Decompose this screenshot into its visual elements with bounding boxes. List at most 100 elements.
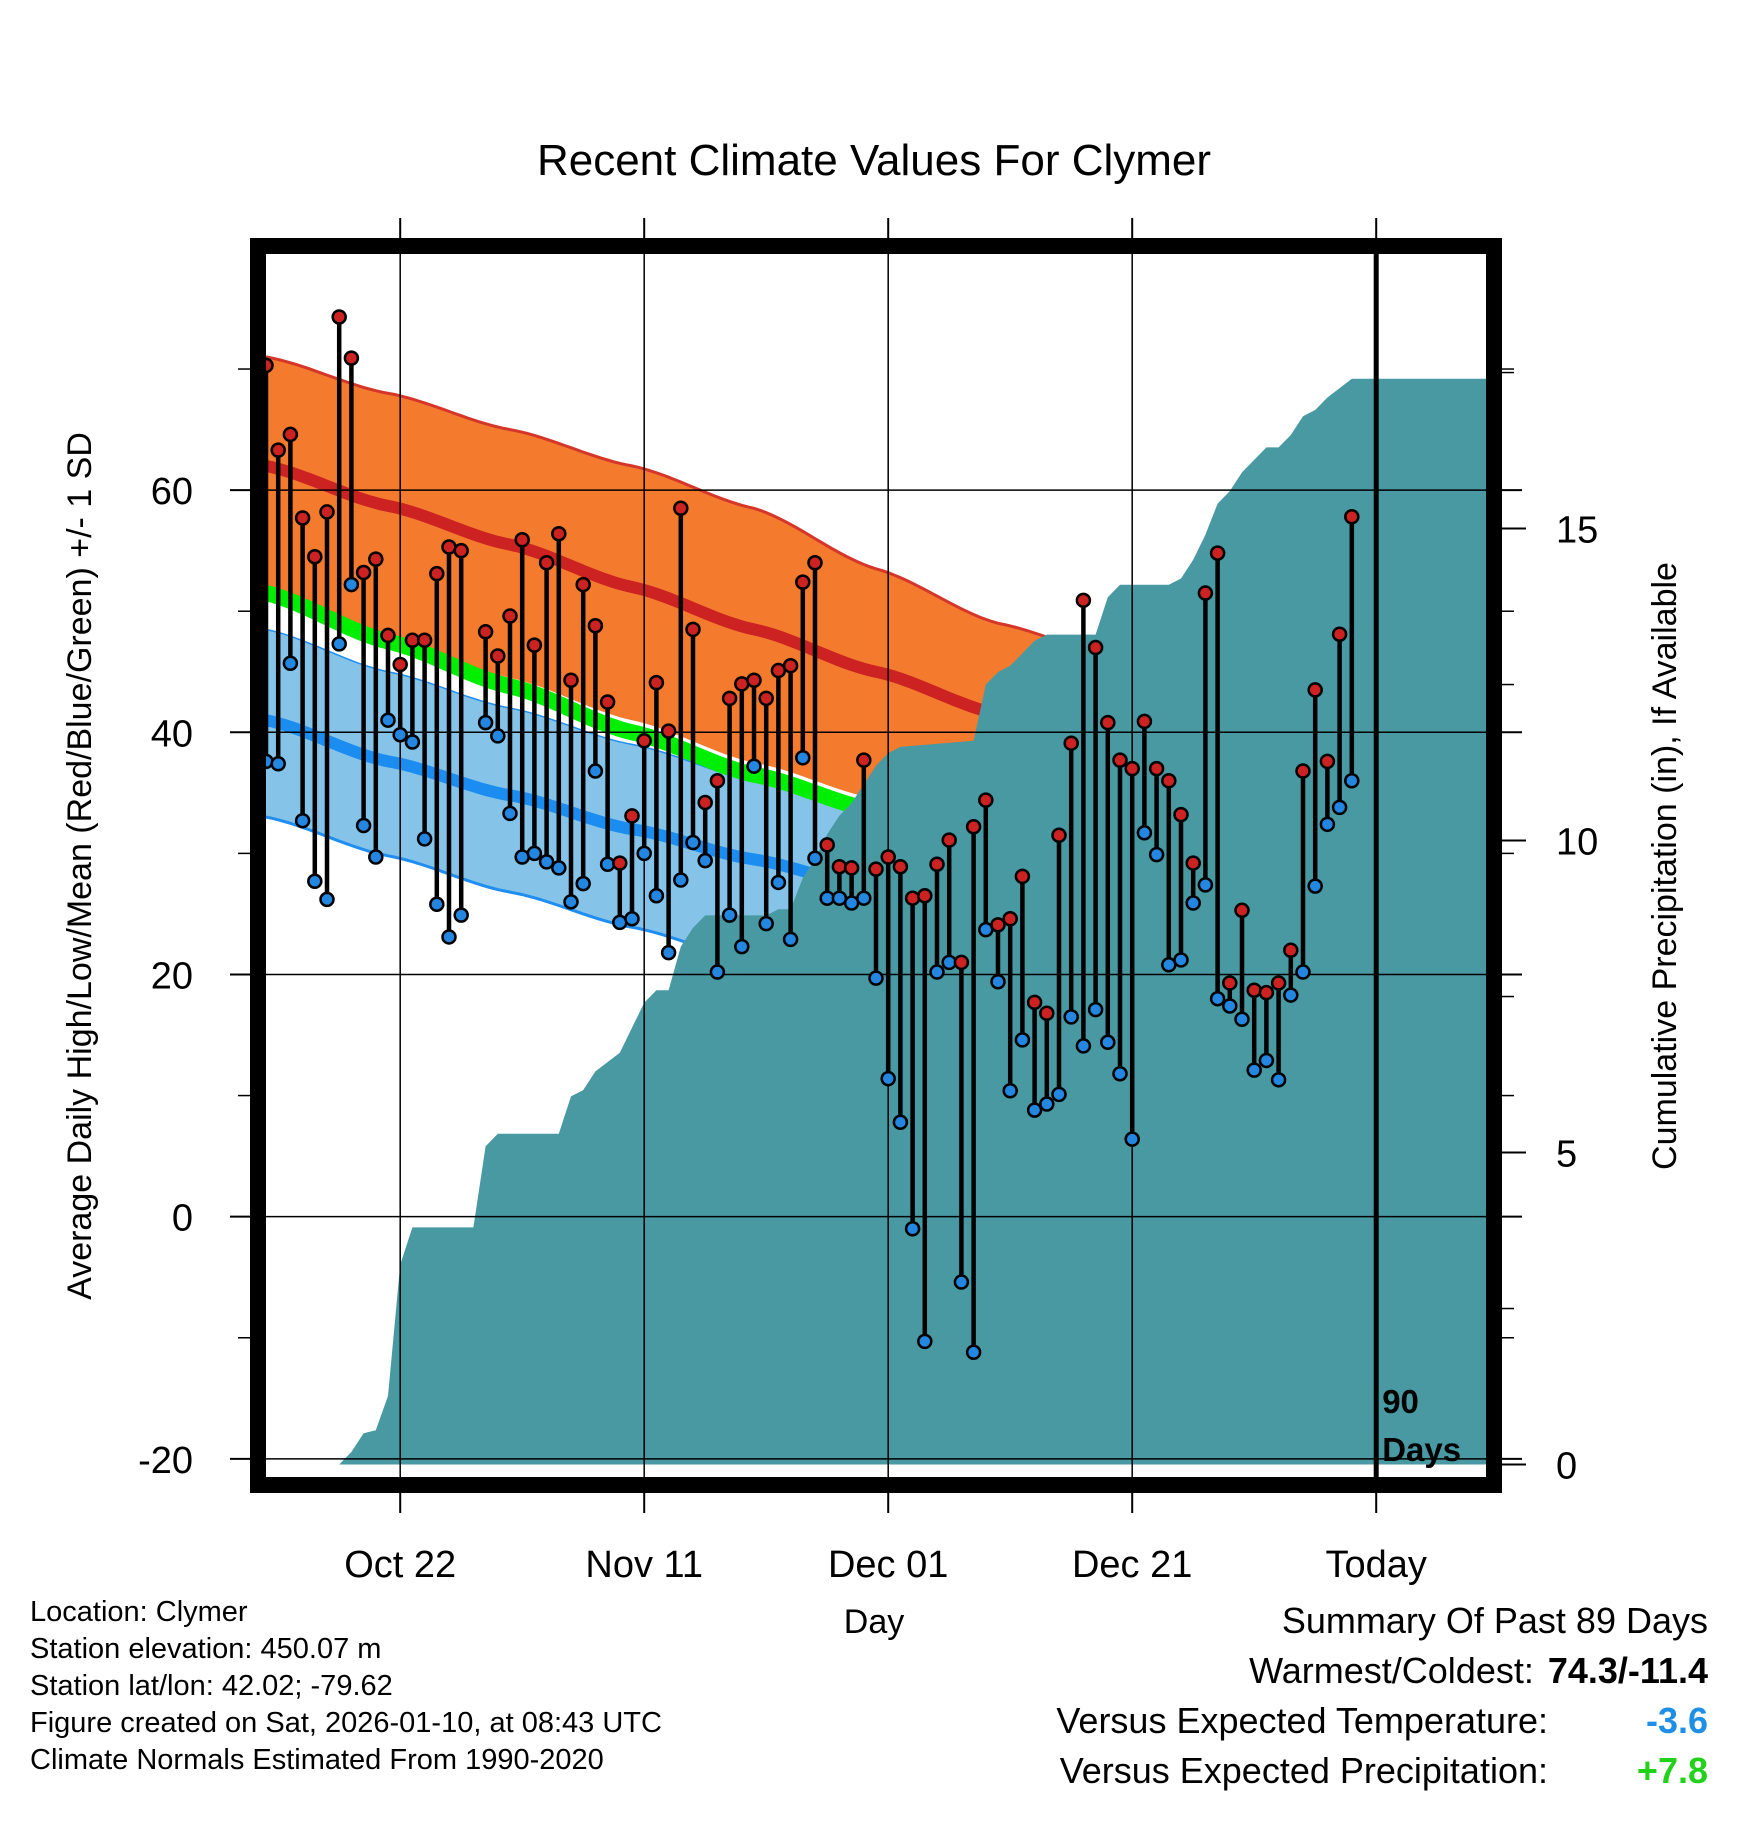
obs-high-marker (795, 574, 811, 590)
chart-title: Recent Climate Values For Clymer (537, 136, 1211, 185)
obs-high-marker (1270, 975, 1287, 991)
obs-low-marker (1319, 816, 1336, 833)
obs-low-marker (319, 891, 335, 908)
obs-low-marker (416, 831, 433, 847)
obs-high-marker (1100, 714, 1116, 731)
obs-low-marker (1307, 878, 1323, 894)
obs-high-marker (1002, 911, 1018, 927)
x-tick-label: Dec 01 (828, 1544, 948, 1586)
plot-frame (250, 238, 1502, 1493)
obs-low-marker (404, 734, 421, 750)
obs-low-marker (1258, 1052, 1275, 1069)
obs-low-marker (1344, 772, 1360, 789)
obs-low-marker (331, 636, 347, 652)
obs-low-marker (758, 915, 774, 932)
station-info: Location: Clymer Station elevation: 450.… (30, 1594, 662, 1779)
obs-high-marker (1295, 763, 1311, 779)
obs-low-marker (1051, 1086, 1067, 1103)
obs-high-marker (392, 656, 408, 673)
today-days-note-word: Days (1382, 1431, 1461, 1468)
obs-low-marker (1173, 952, 1189, 968)
obs-high-marker (1148, 760, 1165, 777)
obs-low-marker (453, 907, 469, 923)
x-tick-labels: Oct 22 Nov 11 Dec 01 Dec 21 Today (344, 1544, 1427, 1586)
obs-low-marker (929, 964, 945, 980)
obs-high-marker (1209, 545, 1226, 561)
obs-high-marker (429, 565, 445, 582)
obs-high-marker (294, 510, 311, 526)
temp-departure-value: -3.6 (1645, 1700, 1708, 1741)
obs-low-marker (770, 874, 787, 891)
station-elevation: Station elevation: 450.07 m (30, 1633, 382, 1665)
obs-low-marker (429, 896, 445, 912)
obs-low-marker (746, 758, 762, 774)
obs-high-marker (453, 542, 469, 559)
x-axis-label: Day (844, 1603, 904, 1641)
obs-high-marker (648, 674, 665, 691)
obs-high-marker (697, 794, 713, 811)
obs-high-marker (1344, 509, 1360, 525)
y-tick-label-right: 5 (1556, 1134, 1577, 1176)
obs-low-marker (953, 1274, 970, 1290)
obs-high-marker (575, 576, 591, 593)
obs-high-marker (624, 808, 640, 824)
obs-low-marker (990, 973, 1006, 990)
obs-low-marker (551, 860, 567, 876)
obs-low-marker (1234, 1011, 1250, 1028)
obs-low-marker (1124, 1131, 1140, 1147)
station-latlon: Station lat/lon: 42.02; -79.62 (30, 1670, 393, 1702)
obs-high-marker (892, 858, 909, 875)
y-axis-label-left: Average Daily High/Low/Mean (Red/Blue/Gr… (61, 432, 99, 1300)
obs-high-marker (1063, 735, 1079, 751)
obs-low-marker (538, 854, 555, 870)
obs-low-marker (1014, 1032, 1031, 1048)
y-axis-label-right: Cumulative Precipitation (in), If Availa… (1646, 562, 1684, 1170)
obs-high-marker (904, 890, 921, 906)
y-tick-label-left: 60 (151, 471, 193, 513)
obs-high-marker (1185, 855, 1201, 871)
obs-low-marker (1039, 1096, 1055, 1112)
summary-warmest-coldest: Warmest/Coldest: 74.3/-11.4 (1056, 1646, 1708, 1696)
obs-low-marker (795, 749, 811, 766)
precip-departure-label: Versus Expected Precipitation: (1059, 1750, 1548, 1791)
obs-low-marker (673, 872, 689, 888)
obs-low-marker (1002, 1082, 1018, 1099)
precip-departure-value: +7.8 (1636, 1750, 1708, 1791)
obs-high-marker (709, 772, 726, 789)
obs-high-marker (990, 917, 1006, 933)
obs-low-marker (294, 812, 311, 829)
obs-high-marker (1026, 994, 1043, 1011)
y-tick-labels-right: 0 5 10 15 (1556, 510, 1598, 1488)
obs-high-marker (880, 849, 896, 865)
obs-high-marker (1014, 868, 1031, 885)
x-tick-label: Oct 22 (344, 1544, 456, 1586)
obs-high-marker (1307, 682, 1323, 698)
obs-high-marker (978, 792, 994, 808)
obs-low-marker (782, 931, 799, 948)
obs-low-marker (868, 970, 884, 986)
today-days-note: 90 Days (1382, 1383, 1461, 1468)
obs-high-marker (1222, 975, 1238, 991)
obs-high-marker (343, 350, 360, 366)
obs-low-marker (721, 907, 738, 923)
obs-high-marker (856, 752, 872, 768)
obs-low-marker (1222, 998, 1238, 1014)
obs-low-marker (1331, 799, 1348, 816)
obs-high-marker (1234, 902, 1250, 919)
outer-ticks (230, 218, 1526, 1513)
obs-low-marker (624, 911, 640, 927)
obs-low-marker (368, 849, 384, 865)
y-tick-label-left: 0 (172, 1198, 193, 1240)
obs-high-marker (416, 632, 433, 649)
obs-low-marker (380, 712, 396, 728)
obs-high-marker (685, 621, 701, 638)
obs-high-marker (1173, 806, 1189, 823)
obs-high-marker (660, 723, 677, 739)
obs-low-marker (636, 845, 652, 862)
obs-high-marker (477, 624, 494, 640)
obs-low-marker (856, 890, 872, 906)
obs-low-marker (1185, 895, 1201, 911)
obs-high-marker (953, 954, 970, 971)
summary-temperature: Versus Expected Temperature: -3.6 (1056, 1696, 1708, 1746)
